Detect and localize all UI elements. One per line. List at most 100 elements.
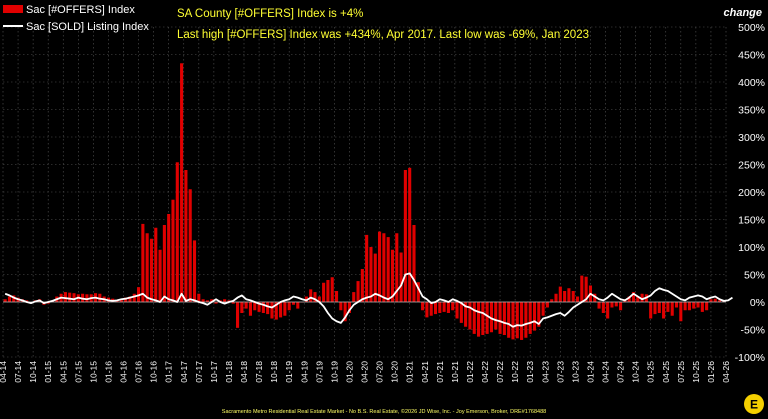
offers-bar bbox=[167, 214, 171, 302]
offers-bar bbox=[63, 292, 67, 302]
x-tick-label: 07-15 bbox=[73, 361, 83, 383]
offers-bar bbox=[197, 293, 201, 302]
x-tick-label: 01-20 bbox=[344, 361, 354, 383]
offers-bar bbox=[192, 240, 197, 302]
offers-bar bbox=[429, 302, 433, 316]
offers-bar bbox=[481, 302, 485, 335]
x-tick-label: 01-26 bbox=[706, 361, 716, 383]
offers-bar bbox=[489, 302, 494, 333]
offers-bar bbox=[507, 302, 511, 338]
y-tick-label: 50% bbox=[744, 270, 765, 282]
x-tick-label: 10-20 bbox=[390, 361, 400, 383]
offers-bar bbox=[718, 300, 722, 302]
offers-bar bbox=[485, 302, 489, 334]
offers-bar bbox=[365, 234, 369, 302]
offers-bar bbox=[636, 296, 640, 302]
offers-bar bbox=[451, 302, 455, 311]
offers-bar bbox=[610, 302, 614, 308]
offers-bar bbox=[119, 299, 123, 302]
offers-bar bbox=[593, 293, 597, 302]
offers-bar bbox=[395, 233, 399, 302]
offers-bar bbox=[498, 302, 502, 334]
y-tick-label: 500% bbox=[738, 22, 765, 34]
offers-bar bbox=[287, 302, 291, 311]
y-axis-ticks: 500% 450% 400% 350% 300% 250% 200% 150% 100% 50% 0… bbox=[735, 22, 765, 364]
offers-bar bbox=[360, 269, 364, 302]
x-tick-label: 01-17 bbox=[164, 361, 174, 383]
x-tick-label: 04-24 bbox=[601, 361, 611, 383]
offers-bar bbox=[149, 238, 154, 302]
offers-bar bbox=[85, 294, 89, 302]
annotation-high-low: Last high [#OFFERS] Index was +434%, Apr… bbox=[177, 29, 589, 41]
offers-bar bbox=[520, 302, 524, 340]
x-tick-label: 10-15 bbox=[88, 361, 98, 383]
offers-bar bbox=[124, 297, 128, 302]
offers-bar bbox=[343, 302, 347, 322]
x-tick-label: 07-18 bbox=[254, 361, 264, 383]
offers-bar bbox=[679, 302, 683, 322]
offers-bar bbox=[446, 302, 450, 313]
x-tick-label: 07-21 bbox=[435, 361, 445, 383]
offers-bar bbox=[330, 277, 334, 302]
annotation-current: SA County [#OFFERS] Index is +4% bbox=[177, 8, 363, 20]
offers-bar bbox=[666, 302, 670, 312]
offers-bar bbox=[309, 289, 313, 302]
offers-bar bbox=[261, 302, 265, 313]
offers-bar bbox=[464, 302, 468, 327]
x-tick-label: 10-14 bbox=[28, 361, 38, 383]
offers-bar bbox=[425, 302, 429, 318]
offers-bar bbox=[313, 292, 317, 302]
x-tick-label: 04-19 bbox=[299, 361, 309, 383]
x-tick-label: 07-22 bbox=[495, 361, 505, 383]
x-tick-label: 10-23 bbox=[570, 361, 580, 383]
offers-bar bbox=[567, 288, 571, 302]
offers-bar bbox=[619, 302, 623, 311]
offers-bar bbox=[477, 302, 481, 337]
offers-bar bbox=[12, 295, 16, 302]
offers-bar bbox=[709, 299, 713, 302]
x-axis-ticks: 04-14 07-14 10-14 01-15 04-15 07-15 10-15 01-16… bbox=[0, 361, 731, 383]
offers-bar bbox=[283, 302, 287, 316]
y-tick-label: 300% bbox=[738, 132, 765, 144]
y-tick-label: 150% bbox=[738, 215, 765, 227]
offers-bar bbox=[322, 282, 326, 302]
offers-bar bbox=[606, 302, 610, 319]
offers-bar bbox=[412, 225, 416, 302]
offers-bar bbox=[713, 298, 717, 302]
offers-bar bbox=[175, 162, 179, 302]
offers-bar bbox=[188, 189, 192, 302]
offers-bar bbox=[692, 302, 696, 309]
x-tick-label: 07-17 bbox=[194, 361, 204, 383]
y-tick-label: 0% bbox=[750, 297, 765, 309]
offers-bar bbox=[382, 233, 386, 302]
offers-bar bbox=[442, 302, 446, 312]
offers-bar bbox=[214, 302, 218, 304]
y-tick-label: -100% bbox=[735, 352, 765, 364]
x-tick-label: 04-15 bbox=[58, 361, 68, 383]
x-tick-label: 01-23 bbox=[525, 361, 535, 383]
offers-bar bbox=[532, 302, 537, 331]
offers-bar bbox=[416, 282, 420, 302]
offers-bar bbox=[180, 63, 184, 302]
offers-bar bbox=[390, 249, 395, 302]
offers-bar bbox=[291, 302, 296, 305]
x-tick-label: 04-22 bbox=[480, 361, 490, 383]
offers-bar bbox=[231, 302, 235, 304]
offers-bar bbox=[554, 293, 558, 302]
offers-bar bbox=[584, 276, 588, 302]
offers-bar bbox=[339, 302, 343, 311]
offers-bar bbox=[541, 302, 545, 316]
offers-bar bbox=[524, 302, 528, 338]
offers-bar bbox=[597, 302, 601, 309]
offers-bar bbox=[571, 291, 575, 302]
offers-bar bbox=[279, 302, 283, 318]
offers-bar bbox=[683, 302, 687, 311]
y-tick-label: 400% bbox=[738, 77, 765, 89]
offers-bar bbox=[3, 299, 7, 302]
offers-bar bbox=[696, 302, 700, 308]
offers-bar bbox=[550, 299, 554, 302]
offers-bars bbox=[3, 63, 726, 340]
offers-bar bbox=[154, 227, 158, 302]
offers-bar bbox=[72, 293, 76, 302]
x-tick-label: 01-24 bbox=[585, 361, 595, 383]
